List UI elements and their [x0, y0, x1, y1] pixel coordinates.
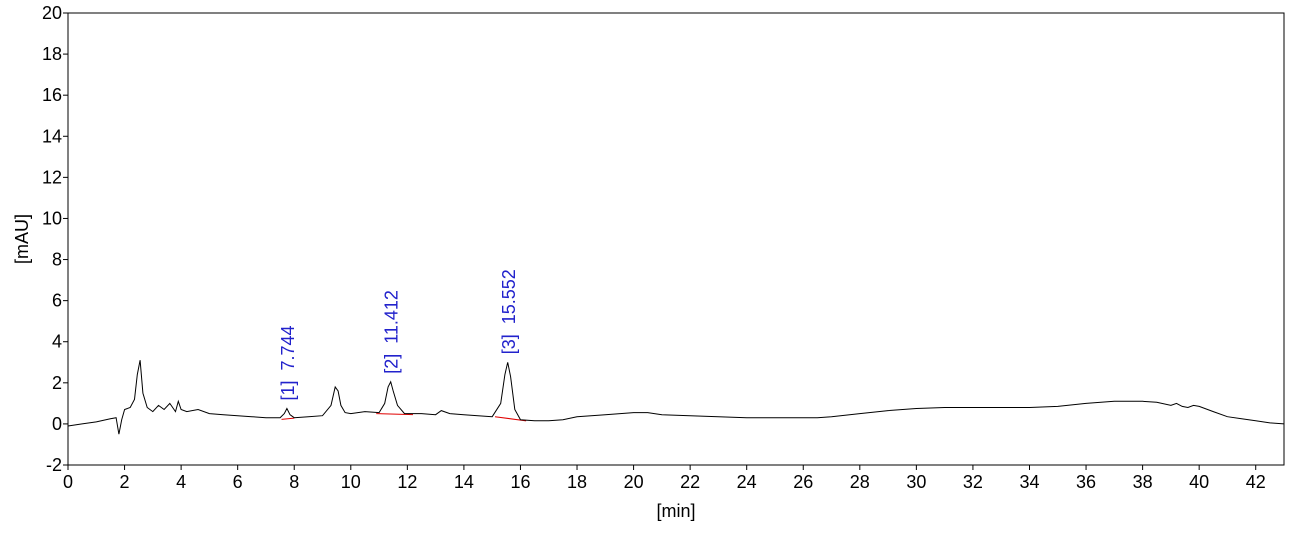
y-axis-title: [mAU] — [12, 214, 32, 264]
y-tick-label: 14 — [42, 126, 62, 146]
plot-frame — [67, 12, 1285, 466]
x-tick-label: 2 — [120, 472, 130, 492]
y-tick-label: 2 — [52, 373, 62, 393]
peak-labels: [1] 7.744 [2] 11.412 [3] 15.552 — [278, 269, 519, 400]
x-tick-label: 0 — [63, 472, 73, 492]
x-tick-label: 20 — [624, 472, 644, 492]
peak-baseline-1 — [281, 417, 295, 420]
x-axis-title: [min] — [656, 501, 695, 521]
x-tick-label: 38 — [1133, 472, 1153, 492]
y-tick-label: -2 — [46, 455, 62, 475]
x-tick-label: 18 — [567, 472, 587, 492]
x-tick-label: 28 — [850, 472, 870, 492]
x-tick-label: 40 — [1189, 472, 1209, 492]
x-tick-label: 10 — [341, 472, 361, 492]
x-tick-label: 14 — [454, 472, 474, 492]
y-axis: -2 0 2 4 6 8 10 12 14 16 18 20 — [42, 3, 68, 475]
x-tick-label: 4 — [176, 472, 186, 492]
y-tick-label: 0 — [52, 414, 62, 434]
x-tick-label: 30 — [906, 472, 926, 492]
y-tick-label: 6 — [52, 291, 62, 311]
x-tick-label: 24 — [737, 472, 757, 492]
x-tick-label: 26 — [793, 472, 813, 492]
x-tick-label: 6 — [233, 472, 243, 492]
x-tick-label: 42 — [1246, 472, 1266, 492]
x-tick-label: 22 — [680, 472, 700, 492]
y-tick-label: 8 — [52, 250, 62, 270]
peak-baseline-2 — [376, 413, 414, 416]
x-axis: 0 2 4 6 8 10 12 14 16 18 20 22 24 26 28 30 32 34 36 38 40 42 — [63, 465, 1266, 492]
y-tick-label: 16 — [42, 85, 62, 105]
peak-label-2: [2] 11.412 — [382, 290, 402, 374]
x-tick-label: 34 — [1019, 472, 1039, 492]
y-tick-label: 4 — [52, 332, 62, 352]
y-tick-label: 12 — [42, 167, 62, 187]
x-tick-label: 36 — [1076, 472, 1096, 492]
y-tick-label: 10 — [42, 208, 62, 228]
y-tick-label: 20 — [42, 3, 62, 23]
x-tick-label: 8 — [289, 472, 299, 492]
peak-label-3: [3] 15.552 — [499, 269, 519, 354]
peak-baselines — [281, 413, 527, 422]
y-tick-label: 18 — [42, 44, 62, 64]
x-tick-label: 12 — [397, 472, 417, 492]
x-tick-label: 32 — [963, 472, 983, 492]
chromatogram-trace — [67, 360, 1285, 435]
peak-label-1: [1] 7.744 — [278, 325, 298, 400]
x-tick-label: 16 — [510, 472, 530, 492]
